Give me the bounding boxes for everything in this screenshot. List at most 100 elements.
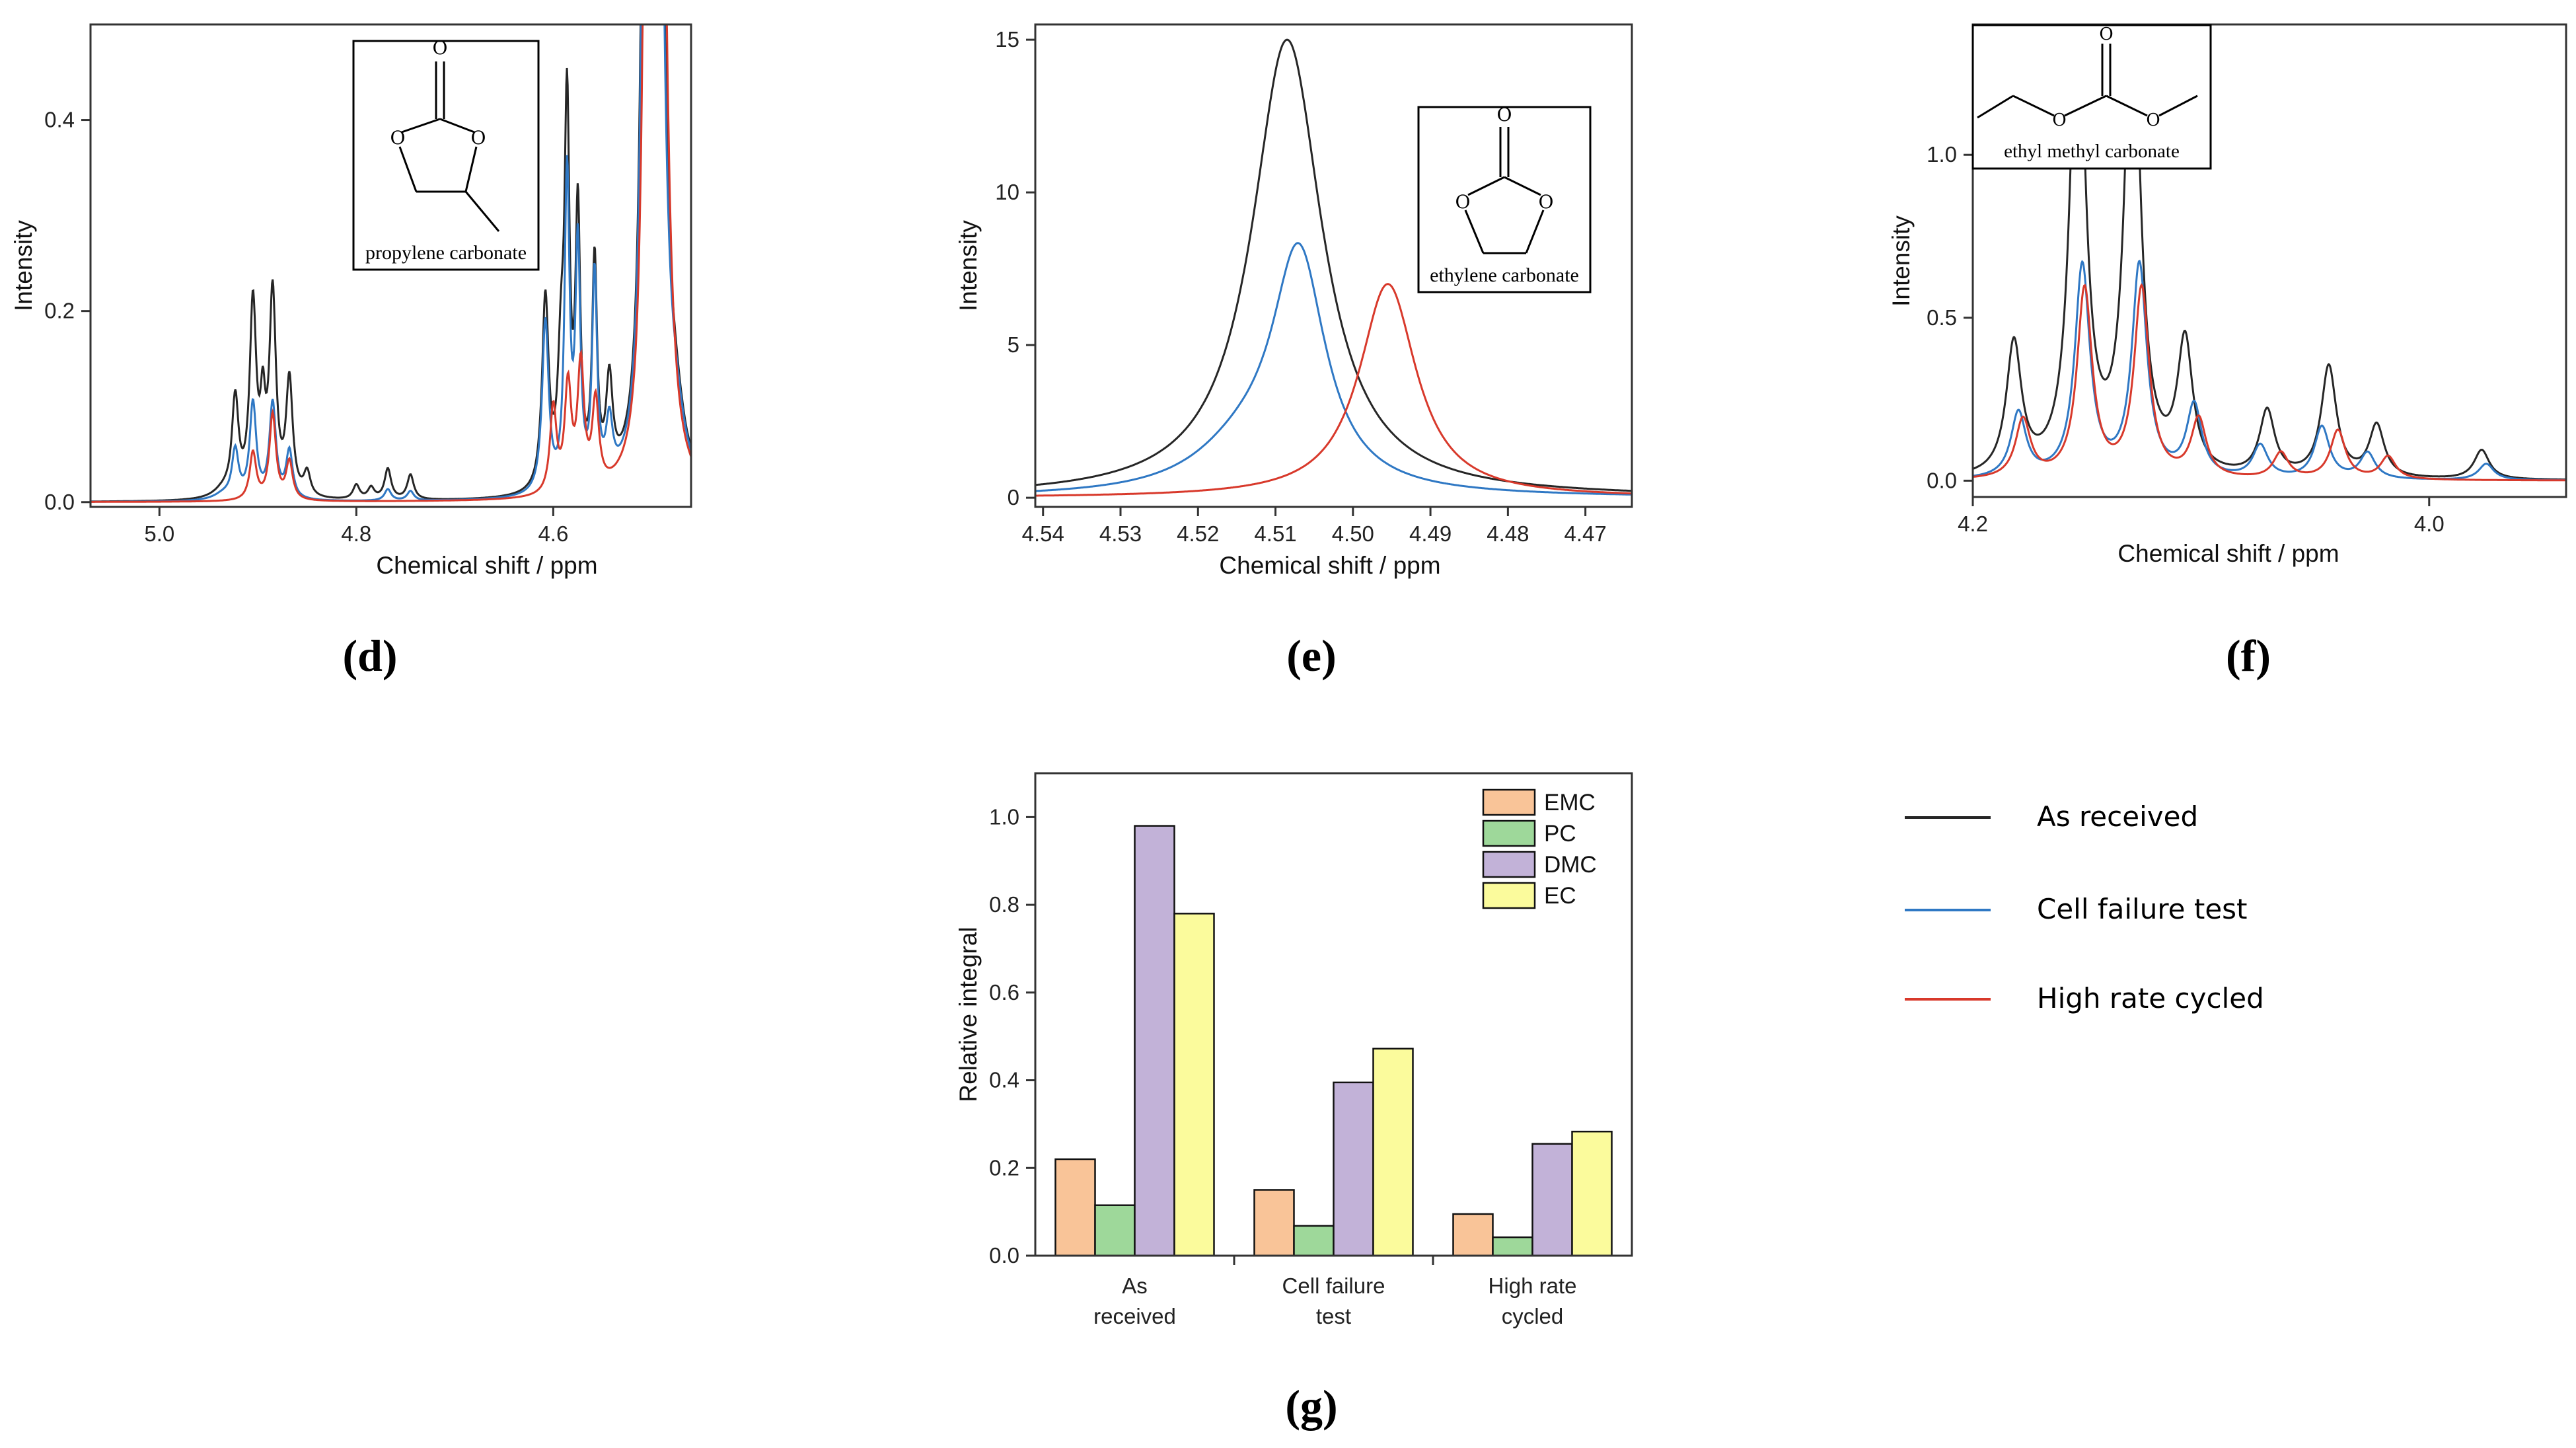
ethylene-carbonate-atom-o: O [1455, 191, 1471, 213]
x-tick-label: 5.0 [144, 521, 174, 546]
y-tick-label: 0.8 [989, 892, 1019, 917]
y-tick-label: 0.4 [989, 1068, 1019, 1092]
x-category-label: As [1122, 1274, 1148, 1298]
bar-dmc [1333, 1081, 1374, 1257]
x-tick-label: 4.2 [1958, 512, 1988, 536]
series-line-high-rate [91, 24, 691, 503]
legend-label-as-received: As received [2037, 800, 2198, 833]
bar-ec [1372, 1048, 1414, 1257]
x-tick-label: 4.0 [2414, 512, 2445, 536]
y-tick-label: 0.5 [1927, 305, 1957, 330]
panel-e: 4.54 4.53 4.52 4.51 4.50 4.49 4.48 4.47 0 5 10 15 Ch… [955, 23, 1633, 681]
bar-ec [1173, 913, 1215, 1257]
legend-swatch-dmc [1482, 851, 1536, 878]
panel-f-inset-label: ethyl methyl carbonate [2004, 141, 2180, 162]
series-line-high-rate [1973, 283, 2566, 482]
bar-emc [1452, 1213, 1494, 1257]
plot-frame [89, 23, 692, 508]
series-line-cell-failure [1973, 259, 2566, 481]
y-tick-label: 0.2 [989, 1155, 1019, 1180]
propylene-carbonate-structure [398, 61, 500, 232]
ethylene-carbonate-structure [1464, 127, 1545, 254]
bar-dmc [1531, 1143, 1573, 1257]
plot-frame [1034, 23, 1633, 508]
y-tick-label: 5 [1008, 332, 1019, 357]
bar-pc [1492, 1236, 1533, 1257]
x-axis-label: Chemical shift / ppm [376, 552, 597, 579]
y-tick-label: 0.4 [44, 108, 75, 132]
panel-d-inset-label: propylene carbonate [365, 242, 527, 264]
y-tick-label: 1.0 [1927, 142, 1957, 167]
x-tick-label: 4.48 [1487, 521, 1529, 546]
plot-frame [1034, 772, 1633, 1257]
propylene-carbonate-atom-o: O [390, 127, 406, 149]
x-axis-label: Chemical shift / ppm [2117, 540, 2339, 567]
y-tick-label: 0 [1008, 485, 1019, 510]
plot-frame [1971, 23, 2567, 498]
y-axis-label: Intensity [1888, 215, 1915, 307]
bar-ec [1571, 1130, 1613, 1257]
legend-label-cell-failure: Cell failure test [2037, 893, 2248, 925]
series-line-as-received [1035, 38, 1632, 492]
y-tick-label: 0.0 [44, 490, 75, 514]
x-tick-label: 4.8 [341, 521, 371, 546]
y-tick-label: 0.2 [44, 299, 75, 323]
y-axis-label: Intensity [955, 220, 982, 311]
line-legend: As received Cell failure test High rate … [1905, 800, 2264, 1014]
series-line-cell-failure [91, 24, 691, 503]
panel-d-inset-box [352, 40, 540, 271]
x-category-label: Cell failure [1282, 1274, 1385, 1298]
panel-f-label: (f) [2226, 630, 2271, 681]
y-tick-label: 10 [995, 180, 1019, 204]
y-tick-label: 1.0 [989, 804, 1019, 829]
ethyl-methyl-carbonate-structure [1977, 44, 2198, 119]
propylene-carbonate-atom-o: O [433, 37, 448, 59]
panel-d: 5.0 4.8 4.6 0.0 0.2 0.4 Chemical shift / ppm In… [10, 23, 692, 681]
bar-dmc [1134, 825, 1175, 1257]
legend-swatch-ec [1482, 882, 1536, 909]
panel-e-plot: 4.54 4.53 4.52 4.51 4.50 4.49 4.48 4.47 0 5 10 15 Ch… [955, 23, 1633, 579]
ethylene-carbonate-atom-o: O [1497, 104, 1512, 126]
bar-pc [1094, 1204, 1136, 1257]
legend-label-pc: PC [1544, 821, 1576, 847]
panel-d-inset: O O O propylene carbonate [352, 37, 540, 271]
panel-e-inset-box [1417, 106, 1592, 293]
legend-label-emc: EMC [1544, 790, 1596, 816]
ethylene-carbonate-atom-o: O [1539, 191, 1554, 213]
bar-pc [1293, 1225, 1335, 1257]
x-tick-label: 4.47 [1564, 521, 1607, 546]
series-line-high-rate [1035, 283, 1632, 497]
x-tick-label: 4.51 [1254, 521, 1296, 546]
series-line-cell-failure [1035, 242, 1632, 496]
legend-label-high-rate: High rate cycled [2037, 982, 2264, 1014]
propylene-carbonate-atom-o: O [471, 127, 486, 149]
panel-g: As received Cell failure test High rate cycle… [955, 772, 1633, 1431]
panel-d-label: (d) [342, 630, 397, 681]
panel-f: 4.2 4.0 0.0 0.5 1.0 Chemical shift / ppm Inten… [1888, 23, 2567, 681]
y-tick-label: 0.0 [989, 1243, 1019, 1268]
ethyl-methyl-carbonate-atom-o: O [2099, 24, 2113, 44]
y-tick-label: 0.6 [989, 980, 1019, 1005]
x-tick-label: 4.50 [1332, 521, 1374, 546]
x-category-label: cycled [1502, 1304, 1564, 1328]
y-tick-label: 15 [995, 27, 1019, 52]
panel-f-inset: O O O ethyl methyl carbonate [1971, 24, 2212, 170]
panel-f-plot: 4.2 4.0 0.0 0.5 1.0 Chemical shift / ppm Inten… [1888, 23, 2567, 567]
bar-emc [1253, 1189, 1295, 1257]
y-axis-label: Intensity [10, 220, 37, 311]
panel-g-label: (g) [1285, 1381, 1337, 1431]
ethyl-methyl-carbonate-atom-o: O [2052, 110, 2066, 130]
x-tick-label: 4.53 [1099, 521, 1142, 546]
legend-label-dmc: DMC [1544, 852, 1597, 878]
panel-e-label: (e) [1286, 630, 1336, 681]
ethyl-methyl-carbonate-atom-o: O [2146, 110, 2160, 130]
x-tick-label: 4.52 [1177, 521, 1219, 546]
y-axis-label: Relative integral [955, 927, 982, 1102]
x-category-label: test [1316, 1304, 1351, 1328]
x-tick-label: 4.54 [1022, 521, 1064, 546]
legend-swatch-pc [1482, 819, 1536, 847]
x-tick-label: 4.6 [538, 521, 568, 546]
legend-swatch-emc [1482, 788, 1536, 816]
panel-e-inset: O O O ethylene carbonate [1417, 104, 1592, 293]
panel-d-plot: 5.0 4.8 4.6 0.0 0.2 0.4 Chemical shift / ppm In… [10, 23, 692, 579]
